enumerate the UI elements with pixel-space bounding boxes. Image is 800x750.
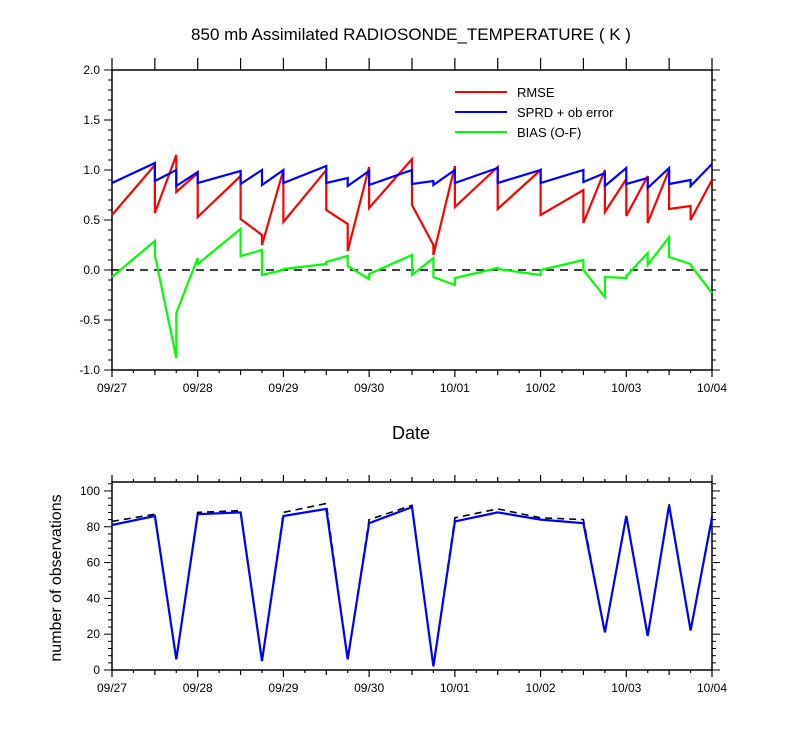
bottom-x-tick-label: 10/02 <box>526 681 556 695</box>
top-x-tick-label: 10/01 <box>440 381 470 395</box>
top-x-tick-label: 09/30 <box>354 381 384 395</box>
top-y-tick-label: 1.0 <box>83 163 100 177</box>
top-x-axis-label: Date <box>392 423 430 443</box>
bottom-series-line-assimilated <box>111 505 714 667</box>
bottom-y-tick-label: 0 <box>93 663 100 677</box>
top-x-tick-label: 09/27 <box>97 381 127 395</box>
top-y-tick-label: 1.5 <box>83 113 100 127</box>
top-y-tick-label: 0.0 <box>83 263 100 277</box>
bottom-y-tick-label: 20 <box>87 627 101 641</box>
bottom-panel: 09/27 09/28 09/29 09/30 10/01 10/02 10/03 10/04… <box>80 475 727 695</box>
top-y-tick-label: -0.5 <box>79 313 100 327</box>
top-y-tick-label: -1.0 <box>79 363 100 377</box>
top-x-tick-label: 10/04 <box>697 381 727 395</box>
top-x-tick-label: 09/29 <box>268 381 298 395</box>
top-series-line-rmse <box>111 154 713 256</box>
top-y-tick-label: 2.0 <box>83 63 100 77</box>
bottom-x-tick-label: 09/28 <box>183 681 213 695</box>
bottom-y-axis-label: number of observations <box>48 494 65 661</box>
top-x-tick-label: 10/02 <box>526 381 556 395</box>
bottom-series-line-possible <box>111 502 713 667</box>
top-series-layer <box>111 154 713 359</box>
chart-title: 850 mb Assimilated RADIOSONDE_TEMPERATUR… <box>191 25 631 44</box>
bottom-y-tick-label: 40 <box>87 591 101 605</box>
top-plot-frame <box>111 69 713 371</box>
bottom-y-tick-label: 80 <box>87 520 101 534</box>
legend-label: BIAS (O-F) <box>517 125 581 140</box>
bottom-y-tick-label: 60 <box>87 556 101 570</box>
legend-label: SPRD + ob error <box>517 105 614 120</box>
top-series-line-bias-o-f <box>111 226 713 359</box>
top-y-tick-label: 0.5 <box>83 213 100 227</box>
bottom-x-tick-label: 09/27 <box>97 681 127 695</box>
bottom-x-tick-label: 10/03 <box>611 681 641 695</box>
top-x-tick-label: 10/03 <box>611 381 641 395</box>
bottom-x-tick-label: 10/04 <box>697 681 727 695</box>
top-series-line-sprd-ob-error <box>111 161 713 191</box>
bottom-y-tick-label: 100 <box>80 484 100 498</box>
bottom-series-layer <box>111 502 714 667</box>
bottom-x-tick-label: 10/01 <box>440 681 470 695</box>
legend-label: RMSE <box>517 85 555 100</box>
bottom-x-tick-label: 09/29 <box>268 681 298 695</box>
top-x-tick-label: 09/28 <box>183 381 213 395</box>
legend: RMSE SPRD + ob error BIAS (O-F) <box>455 85 614 140</box>
top-panel: 09/27 09/28 09/29 09/30 10/01 10/02 10/03 10/04… <box>79 58 727 395</box>
bottom-x-tick-label: 09/30 <box>354 681 384 695</box>
